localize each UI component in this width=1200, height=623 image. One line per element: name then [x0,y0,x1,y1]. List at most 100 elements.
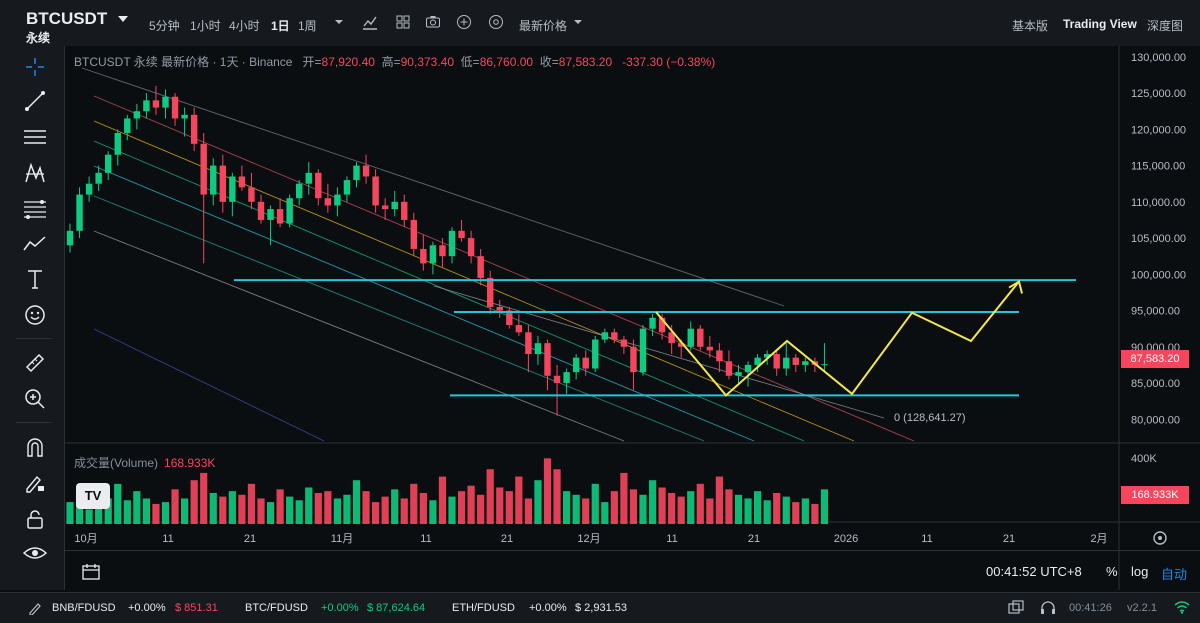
candle-body [296,183,303,199]
lock-tool[interactable] [22,506,48,532]
price-chart[interactable]: 130,000.00 125,000.00 120,000.00 115,000.00… [64,46,1200,590]
legend-close-label: 收= [539,55,559,69]
price-type-dropdown-icon[interactable] [570,14,586,30]
candle-body [649,317,656,329]
volume-bar [286,496,294,524]
candle-body [324,198,332,206]
text-tool[interactable] [22,266,48,292]
window-icon[interactable] [1008,600,1024,616]
legend-close: 87,583.20 [558,55,613,69]
forecast-tool[interactable] [22,230,48,256]
add-icon[interactable] [456,14,472,30]
utc-clock[interactable]: 00:41:52 UTC+8 [986,564,1082,579]
text-icon [28,270,42,289]
candle-body [66,230,74,246]
volume-value: 168.933K [164,456,216,470]
log-scale-toggle[interactable]: log [1131,564,1149,579]
volume-bar [553,469,561,524]
candle-body [353,165,360,181]
crosshair-tool[interactable] [22,54,48,80]
interval-1d[interactable]: 1日 [271,19,290,33]
chart-type-icon[interactable] [362,14,378,30]
fib-tool[interactable] [22,196,48,222]
settings-icon[interactable] [488,14,504,30]
camera-icon[interactable] [425,14,441,30]
more-intervals-icon[interactable] [331,14,347,30]
ticker-1-pair[interactable]: BTC/FDUSD [245,602,308,614]
interval-1w[interactable]: 1周 [298,19,317,33]
volume-bar [209,492,217,524]
volume-bar [648,480,657,524]
chart-settings-icon[interactable] [1152,530,1168,546]
zoom-tool[interactable] [22,386,48,412]
volume-bar [534,480,542,524]
edit-icon[interactable] [28,601,42,615]
ticker-2-change: +0.00% [529,602,567,614]
candle-body [592,339,599,369]
volume-bar [773,492,781,524]
emoji-tool[interactable] [22,302,48,328]
candle-body [410,219,417,249]
candle-body [639,328,647,373]
volume-bar [744,498,752,524]
interval-5m[interactable]: 5分钟 [149,19,180,33]
candle-body [611,332,618,340]
visibility-tool[interactable] [22,540,48,566]
ticker-0-change: +0.00% [128,602,166,614]
legend-open-label: 开= [302,55,322,69]
volume-bar [572,494,580,524]
date-range-icon[interactable] [81,563,101,581]
ticker-1-price: $ 87,624.64 [367,602,426,614]
eye-icon [23,547,47,559]
headset-icon[interactable] [1040,600,1056,616]
time-axis-tick: 21 [1003,533,1015,545]
top-toolbar: BTCUSDT 永续 5分钟 1小时 4小时 1日 1周 最新价格 基本版 Tr… [0,0,1200,46]
volume-label: 成交量(Volume) [74,456,159,470]
volume-legend: 成交量(Volume) 168.933K [74,454,215,471]
horizontal-lines-tool[interactable] [22,124,48,150]
candle-body [95,172,102,184]
indicators-icon[interactable] [395,14,411,30]
contract-type: 永续 [26,31,51,45]
ticker-2-pair[interactable]: ETH/FDUSD [452,602,515,614]
volume-bar [687,491,695,524]
candle-body [716,350,723,362]
candle-body [487,277,494,307]
price-type-selector[interactable]: 最新价格 [519,19,568,33]
tab-depth[interactable]: 深度图 [1147,19,1184,33]
candle-body [763,354,771,358]
symbol-dropdown-icon[interactable] [118,16,128,22]
interval-1h[interactable]: 1小时 [190,19,221,33]
volume-bar [601,502,609,524]
volume-bar [257,498,265,524]
volume-bar [782,496,790,524]
volume-bar [181,498,189,524]
pattern-icon [25,162,45,183]
interval-4h[interactable]: 4小时 [229,19,260,33]
draw-mode-tool[interactable] [22,470,48,496]
volume-bar [668,492,676,524]
volume-bar [486,469,494,524]
volume-bar [677,496,685,524]
measure-tool[interactable] [22,350,48,376]
tab-tradingview[interactable]: Trading View [1063,17,1137,31]
time-axis-tick: 12月 [577,533,600,545]
volume-bar [543,458,552,524]
volume-bar [820,489,829,524]
candle-body [534,343,542,355]
percent-scale-toggle[interactable]: % [1106,564,1118,579]
pattern-tool[interactable] [22,160,48,186]
tab-basic[interactable]: 基本版 [1012,19,1049,33]
channel-line [93,95,915,442]
candle-body [525,332,532,355]
volume-bar [505,491,513,524]
magnet-tool[interactable] [22,434,48,460]
time-axis-tick: 21 [244,533,256,545]
symbol-title[interactable]: BTCUSDT [26,9,108,28]
volume-bar [333,498,341,524]
volume-bar [391,489,399,524]
candle-body [248,187,255,202]
auto-scale-toggle[interactable]: 自动 [1161,567,1188,582]
trendline-tool[interactable] [22,88,48,114]
ticker-0-pair[interactable]: BNB/FDUSD [52,602,116,614]
